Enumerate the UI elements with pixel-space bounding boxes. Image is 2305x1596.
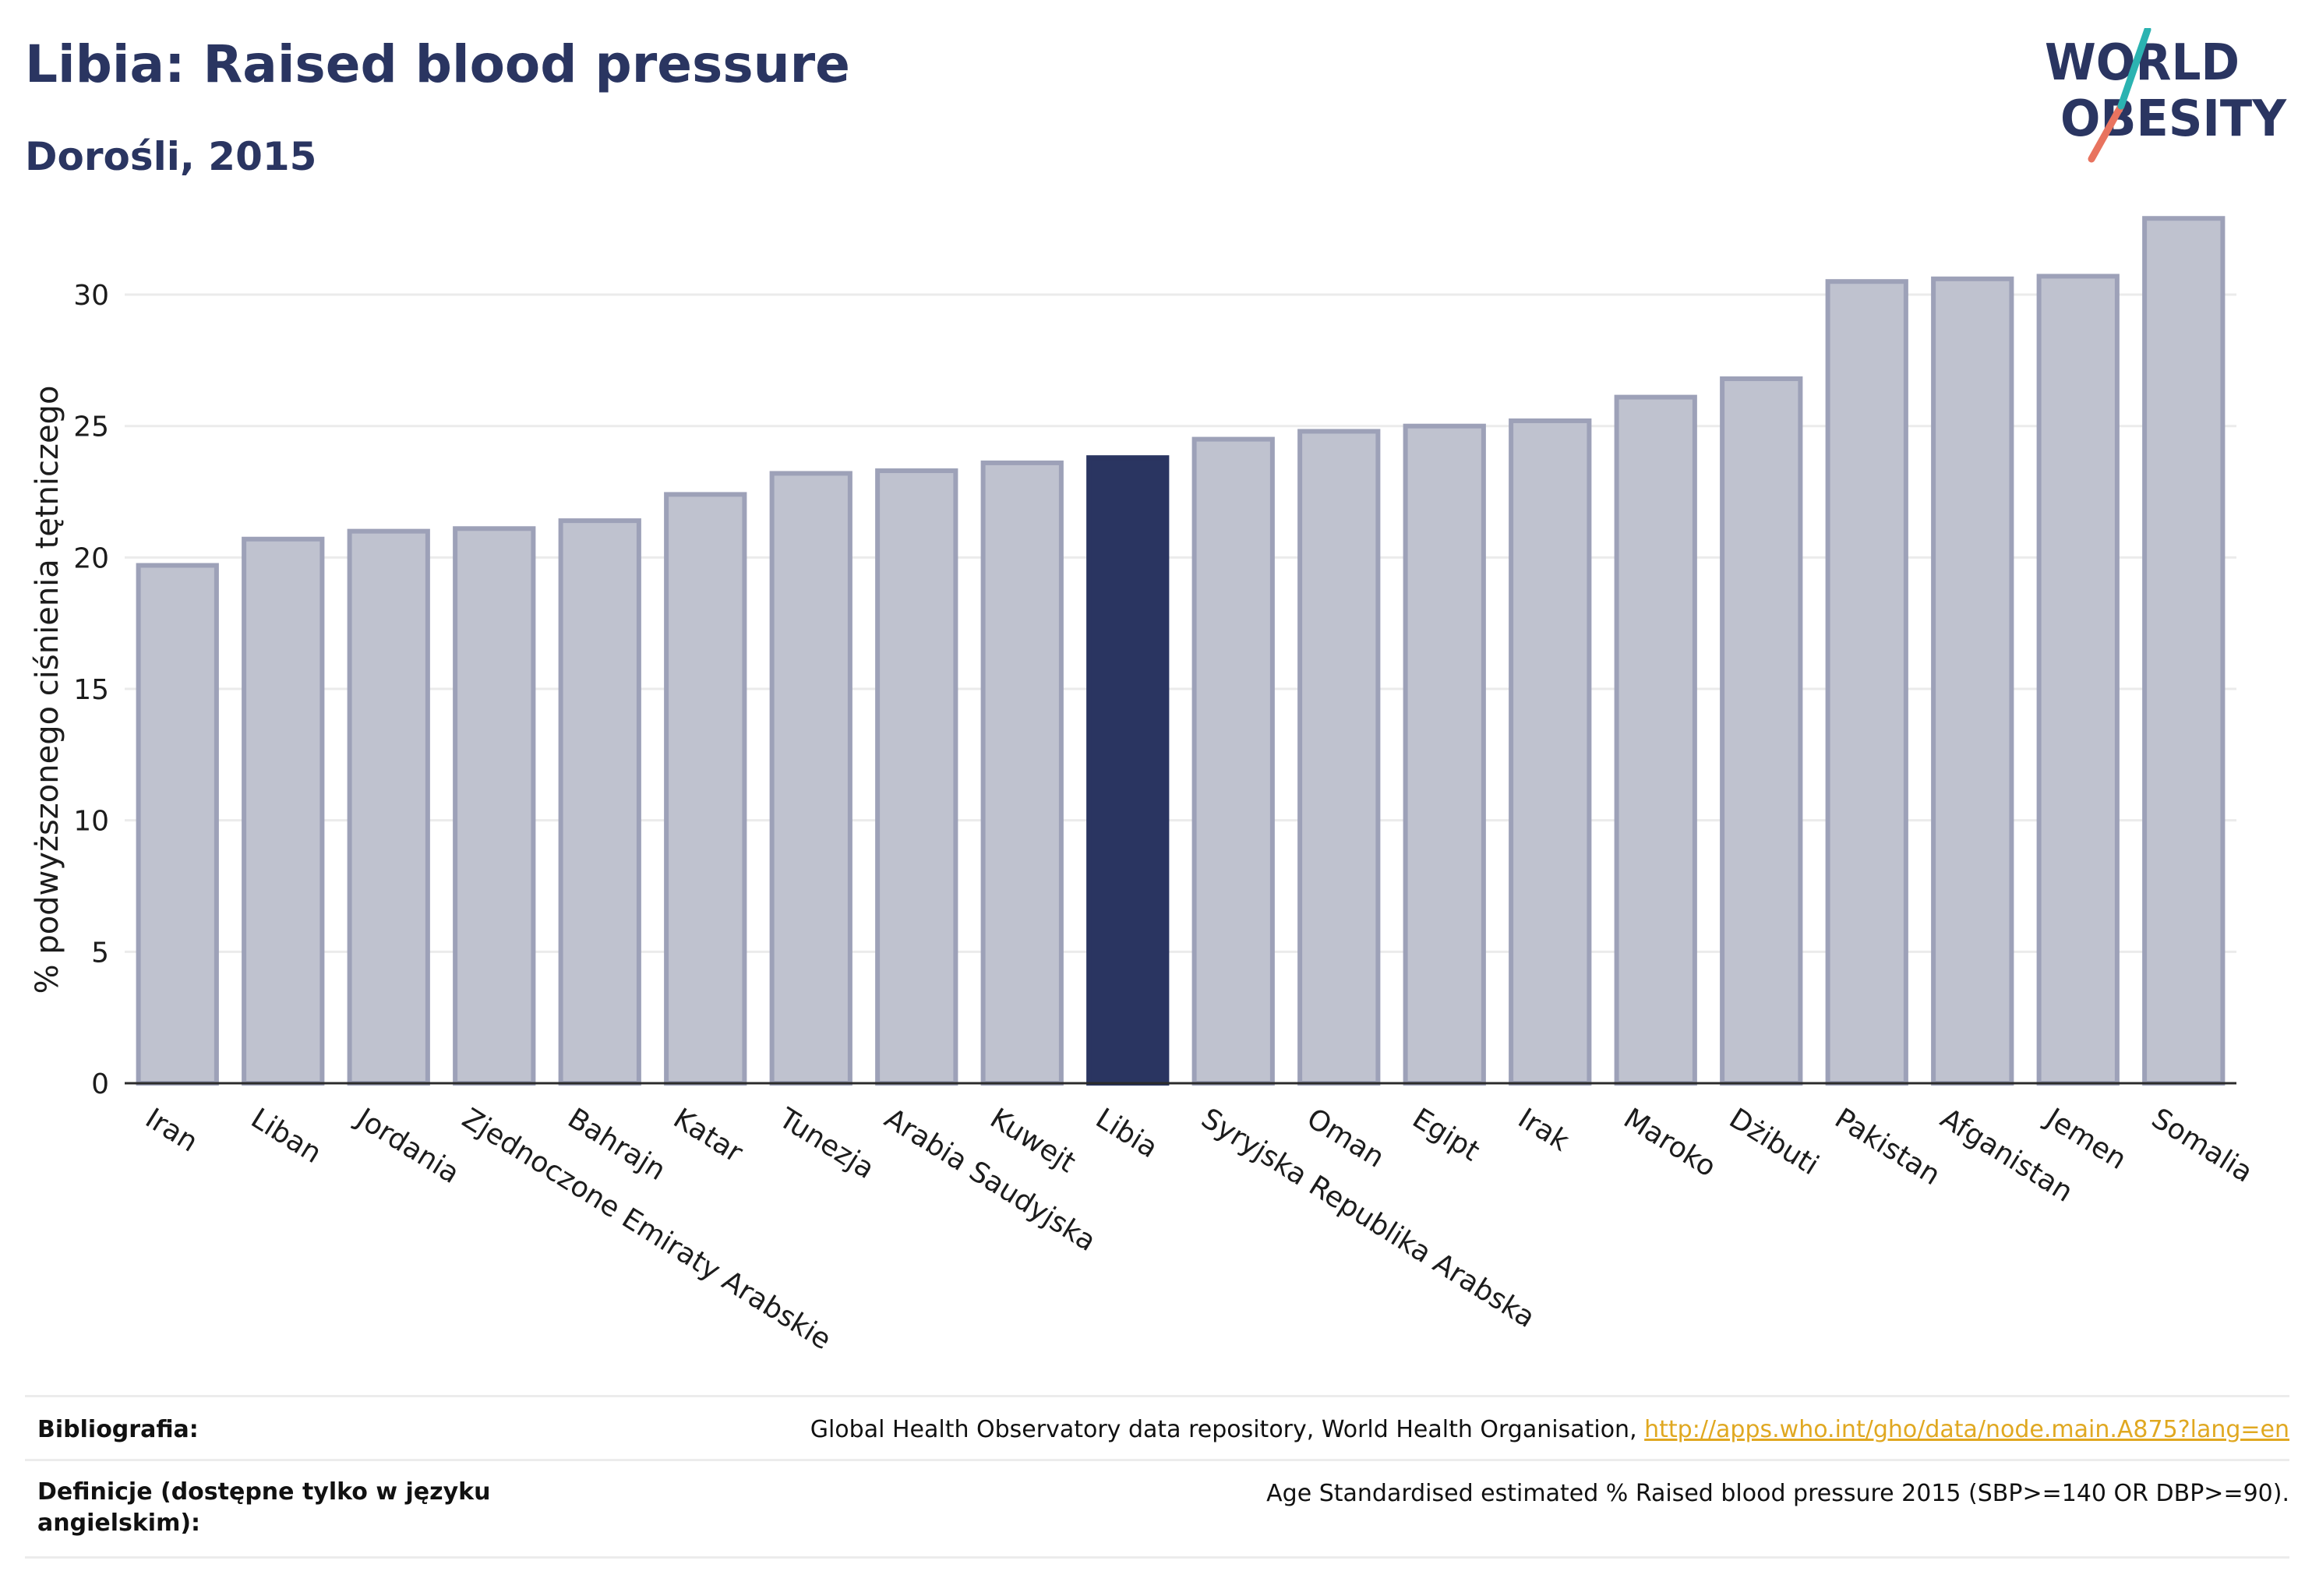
- bar-libia: [1086, 455, 1170, 1086]
- y-tick-label: 25: [73, 411, 109, 443]
- x-tick-label: Jordania: [350, 1102, 465, 1191]
- bar-bahrajn: [558, 518, 641, 1086]
- bar-arabia-saudyjska: [875, 468, 958, 1086]
- bibliography-label: Bibliografia:: [37, 1416, 199, 1443]
- y-tick-label: 15: [73, 674, 109, 706]
- bar-afganistan: [1931, 276, 2014, 1086]
- x-tick-label: Libia: [1090, 1103, 1163, 1165]
- world-obesity-logo: WORLD OBESITY: [2045, 28, 2287, 163]
- bar-zjednoczone-emiraty-arabskie: [453, 526, 536, 1086]
- bar-oman: [1297, 429, 1381, 1086]
- bar-syryjska-republika-arabska: [1191, 436, 1275, 1086]
- chart-bars: [136, 216, 2226, 1086]
- y-axis-ticks: 0 5 10 15 20 25 30: [73, 280, 109, 1100]
- footer-definition-row: Definicje (dostępne tylko w języku angie…: [25, 1459, 2289, 1559]
- chart-gridlines: [125, 293, 2236, 953]
- y-tick-label: 5: [91, 937, 109, 969]
- y-axis-title: % podwyższonego ciśnienia tętniczego: [30, 386, 65, 994]
- definition-value: Age Standardised estimated % Raised bloo…: [1266, 1480, 2289, 1507]
- bar-iran: [136, 563, 219, 1086]
- bibliography-text: Global Health Observatory data repositor…: [810, 1416, 1645, 1443]
- bar-maroko: [1614, 394, 1697, 1086]
- x-tick-label: Dżibuti: [1724, 1103, 1824, 1182]
- page-subtitle: Dorośli, 2015: [25, 134, 317, 179]
- bibliography-value: Global Health Observatory data repositor…: [810, 1414, 2289, 1446]
- logo-line2: OBESITY: [2060, 90, 2287, 148]
- bar-tunezja: [769, 471, 852, 1086]
- page-title: Libia: Raised blood pressure: [25, 34, 850, 94]
- x-tick-label: Zjednoczone Emiraty Arabskie: [457, 1103, 837, 1357]
- bar-irak: [1509, 418, 1592, 1086]
- y-tick-label: 10: [73, 806, 109, 838]
- bar-jemen: [2036, 274, 2120, 1086]
- logo-slash-teal: [2117, 28, 2151, 110]
- x-tick-label: Somalia: [2146, 1103, 2258, 1189]
- x-tick-label: Iran: [139, 1103, 203, 1159]
- y-tick-label: 0: [91, 1068, 109, 1100]
- x-tick-label: Liban: [245, 1103, 327, 1171]
- bar-chart: 0 5 10 15 20 25 30 Iran Liban JordaniaZjednoczon…: [30, 216, 2258, 1357]
- bar-kuwejt: [980, 460, 1064, 1086]
- bar-pakistan: [1825, 279, 1908, 1086]
- x-tick-label: Egipt: [1407, 1103, 1484, 1168]
- definition-label: Definicje (dostępne tylko w języku angie…: [37, 1478, 491, 1537]
- bar-somalia: [2142, 216, 2226, 1086]
- bar-jordania: [347, 528, 430, 1086]
- bar-egipt: [1403, 423, 1486, 1086]
- y-tick-label: 30: [73, 280, 109, 312]
- bibliography-link[interactable]: http://apps.who.int/gho/data/node.main.A…: [1644, 1416, 2289, 1443]
- x-tick-label: Oman: [1301, 1103, 1390, 1174]
- logo-slash-coral: [2088, 102, 2125, 163]
- bar-dżibuti: [1720, 376, 1803, 1086]
- footer-bibliography-row: Bibliografia: Global Health Observatory …: [25, 1395, 2289, 1461]
- x-tick-label: Maroko: [1618, 1103, 1721, 1184]
- x-tick-label: Pakistan: [1829, 1103, 1946, 1192]
- x-tick-label: Katar: [668, 1103, 748, 1170]
- bar-liban: [242, 536, 325, 1086]
- bar-katar: [664, 492, 747, 1086]
- y-tick-label: 20: [73, 542, 109, 574]
- x-tick-label: Tunezja: [773, 1102, 880, 1185]
- x-tick-label: Irak: [1513, 1103, 1575, 1158]
